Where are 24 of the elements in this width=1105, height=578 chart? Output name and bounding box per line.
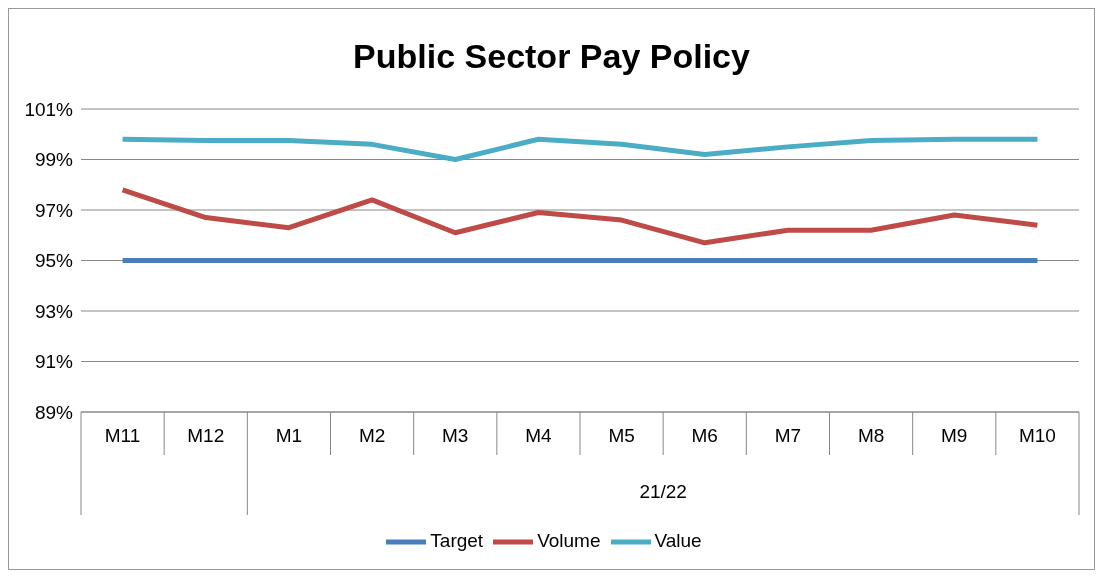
y-tick-label: 93% — [34, 300, 74, 322]
x-tick-label: M9 — [941, 425, 968, 446]
y-tick-label: 95% — [34, 250, 74, 272]
legend-label: Target — [430, 530, 484, 552]
x-tick-label: M4 — [525, 425, 553, 446]
x-tick-label: M12 — [187, 425, 225, 446]
x-tick-label: M1 — [275, 425, 303, 446]
x-tick-label: M2 — [358, 425, 386, 446]
y-tick-label: 101% — [24, 98, 74, 120]
x-tick-label: M5 — [608, 425, 635, 446]
x-tick-label: M7 — [774, 425, 802, 446]
y-tick-label: 99% — [34, 149, 74, 171]
x-tick-label: M6 — [691, 425, 718, 446]
text: 21/22 — [639, 481, 687, 502]
x-tick-label: M3 — [442, 425, 469, 446]
x-tick-label: M8 — [857, 425, 885, 446]
legend-label: Volume — [537, 530, 601, 552]
y-tick-label: 91% — [34, 351, 74, 373]
chart-title: Public Sector Pay Policy — [352, 37, 751, 77]
x-tick-label: M11 — [104, 425, 141, 446]
legend-label: Value — [654, 530, 702, 552]
y-tick-label: 89% — [34, 401, 74, 423]
y-tick-label: 97% — [34, 199, 74, 221]
x-tick-label: M10 — [1018, 425, 1056, 446]
